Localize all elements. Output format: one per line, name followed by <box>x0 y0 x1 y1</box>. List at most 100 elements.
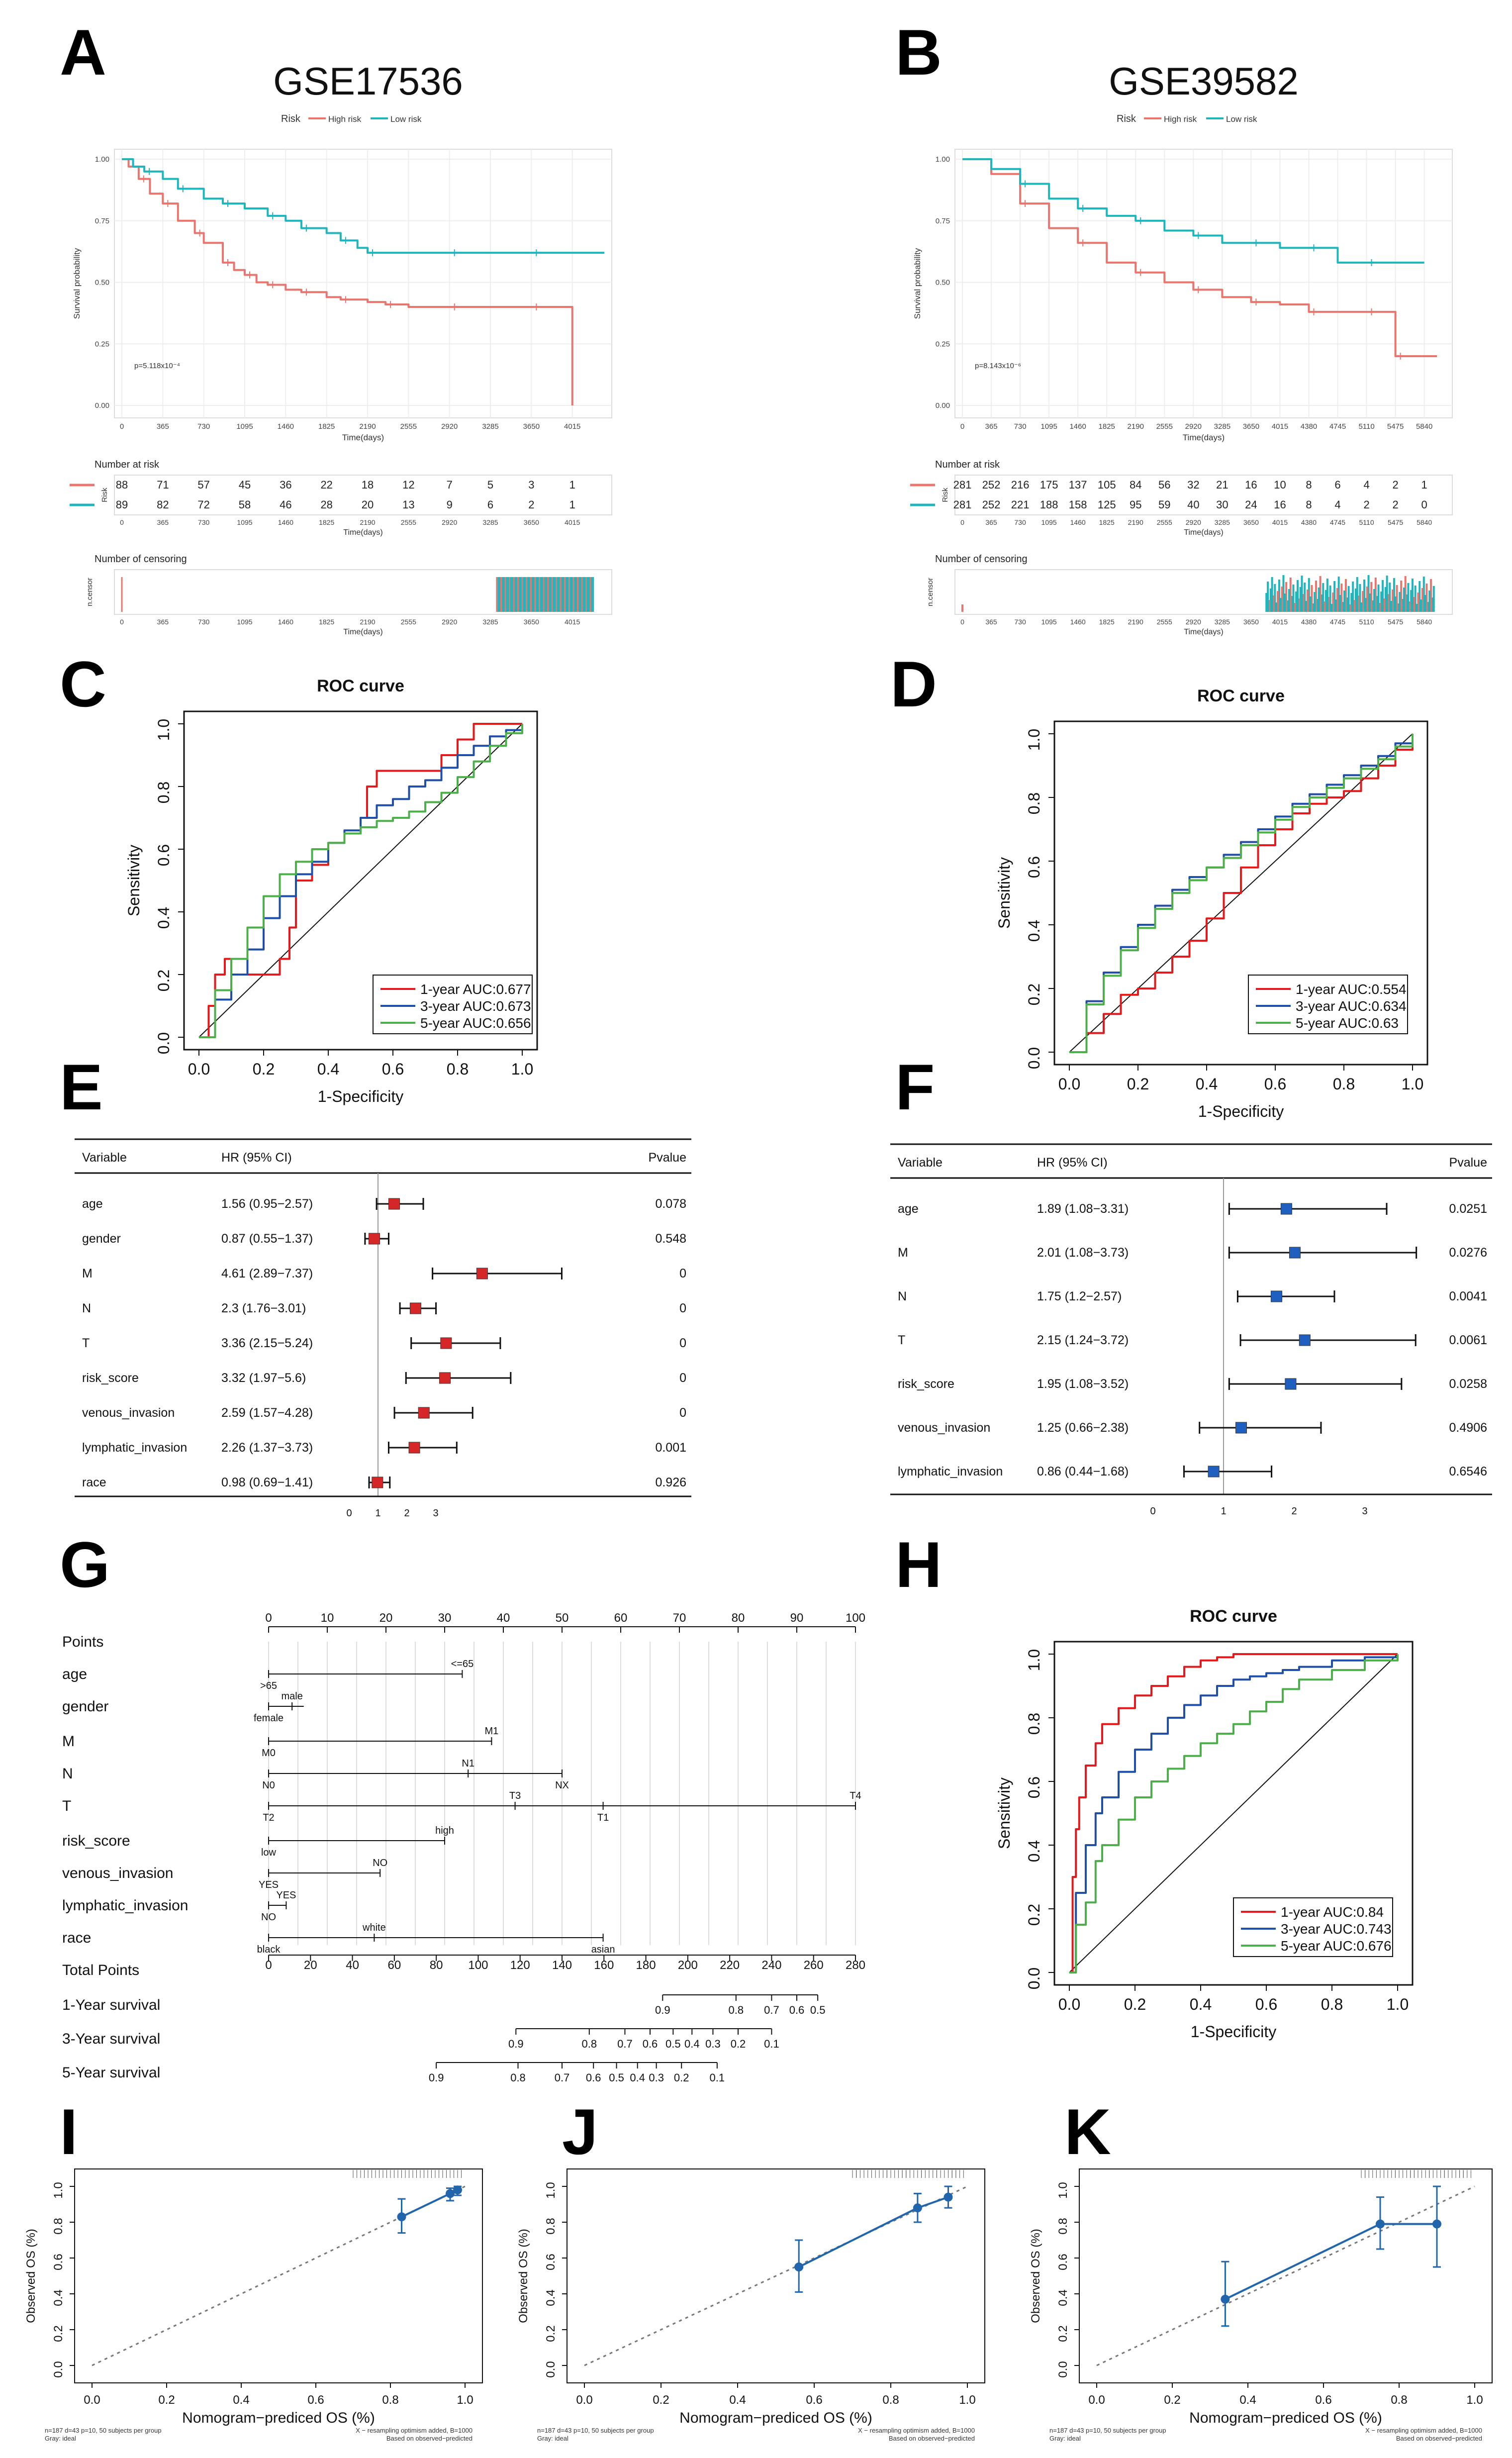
footnote-left: n=187 d=43 p=10, 50 subjects per group <box>45 2427 162 2434</box>
nomogram-row-label: N <box>62 1766 73 1782</box>
points-tick-label: 60 <box>614 1611 628 1625</box>
col-header-pvalue: Pvalue <box>649 1151 686 1165</box>
x-tick-label: 1460 <box>1069 422 1086 431</box>
x-tick-label: 0.4 <box>1196 1075 1218 1093</box>
y-tick-label: 0.6 <box>1025 1776 1043 1798</box>
censor-x-tick: 2920 <box>1186 618 1201 626</box>
calibration-point <box>397 2212 406 2222</box>
y-tick-label: 0.00 <box>95 401 109 410</box>
points-tick-label: 40 <box>497 1611 510 1625</box>
risk-count-low: 2 <box>528 498 534 511</box>
risk-x-tick: 2555 <box>1157 518 1172 526</box>
x-tick-label: 1 <box>1221 1506 1226 1517</box>
nomogram-level-label: <=65 <box>451 1659 474 1670</box>
x-tick-label: 0.2 <box>653 2393 669 2407</box>
risk-count-low: 58 <box>239 498 251 511</box>
risk-x-tick: 730 <box>1014 518 1026 526</box>
chart-title: GSE17536 <box>273 59 463 103</box>
risk-count-high: 3 <box>528 479 534 491</box>
total-tick-label: 140 <box>552 1959 572 1972</box>
risk-count-high: 10 <box>1274 479 1286 491</box>
censor-x-tick: 1095 <box>1041 618 1057 626</box>
y-tick-label: 0.8 <box>1025 792 1043 814</box>
y-tick-label: 0.4 <box>544 2289 558 2306</box>
total-tick-label: 20 <box>304 1959 317 1972</box>
footnote-right: X − resampling optimism added, B=1000 <box>858 2427 975 2434</box>
nomogram-level-label: low <box>261 1847 277 1858</box>
row-pvalue: 0 <box>679 1336 686 1350</box>
row-pvalue: 0.078 <box>655 1197 686 1211</box>
points-tick-label: 30 <box>438 1611 452 1625</box>
risk-x-tick: 3285 <box>1215 518 1230 526</box>
x-tick-label: 0.6 <box>1315 2393 1331 2407</box>
risk-count-high: 71 <box>157 479 169 491</box>
x-tick-label: 0 <box>120 422 124 431</box>
risk-table-area <box>114 475 612 515</box>
hr-point <box>1299 1334 1311 1346</box>
risk-count-high: 45 <box>239 479 251 491</box>
y-tick-label: 0.0 <box>1025 1967 1043 1989</box>
footnote-right: X − resampling optimism added, B=1000 <box>1365 2427 1482 2434</box>
x-tick-label: 0.0 <box>84 2393 100 2407</box>
row-pvalue: 0.001 <box>655 1441 686 1455</box>
x-tick-label: 0.4 <box>317 1060 339 1078</box>
censor-x-tick: 3285 <box>1215 618 1230 626</box>
row-variable: risk_score <box>898 1377 954 1391</box>
y-tick-label: 0.8 <box>1025 1713 1043 1735</box>
survival-tick-label: 0.6 <box>586 2071 601 2084</box>
footnote-left: n=187 d=43 p=10, 50 subjects per group <box>537 2427 654 2434</box>
risk-x-tick: 4015 <box>1272 518 1288 526</box>
row-hr-text: 2.01 (1.08−3.73) <box>1037 1246 1129 1260</box>
x-tick-label: 0.8 <box>882 2393 899 2407</box>
legend-title: Risk <box>281 113 301 124</box>
y-tick-label: 0.6 <box>52 2254 65 2270</box>
risk-count-low: 82 <box>157 498 169 511</box>
chart-title: GSE39582 <box>1109 59 1299 103</box>
risk-count-low: 95 <box>1130 498 1141 511</box>
y-tick-label: 1.0 <box>1025 1649 1043 1671</box>
risk-count-low: 2 <box>1363 498 1369 511</box>
row-pvalue: 0.4906 <box>1449 1421 1487 1435</box>
y-tick-label: 1.0 <box>544 2182 558 2198</box>
risk-count-low: 6 <box>487 498 493 511</box>
legend-item: 5-year AUC:0.656 <box>420 1015 531 1031</box>
nomogram-level-label: white <box>362 1922 386 1933</box>
risk-x-tick: 3285 <box>482 518 498 526</box>
x-axis-label: 1-Specificity <box>1198 1102 1284 1120</box>
censor-x-tick: 3285 <box>482 618 498 626</box>
x-axis-label: Nomogram−prediced OS (%) <box>182 2410 375 2426</box>
row-pvalue: 0.926 <box>655 1475 686 1489</box>
censor-x-tick: 5110 <box>1359 618 1374 626</box>
legend-item: High risk <box>328 114 362 124</box>
row-pvalue: 0 <box>679 1267 686 1280</box>
row-variable: N <box>898 1289 907 1303</box>
survival-tick-label: 0.4 <box>630 2071 645 2084</box>
row-variable: venous_invasion <box>82 1406 175 1420</box>
y-tick-label: 0.0 <box>1056 2361 1070 2377</box>
row-variable: lymphatic_invasion <box>82 1441 187 1455</box>
censor-x-tick: 2190 <box>360 618 375 626</box>
risk-count-high: 16 <box>1245 479 1257 491</box>
footnote-right: Based on observed−predicted <box>889 2435 975 2442</box>
points-tick-label: 20 <box>379 1611 393 1625</box>
legend-item: Low risk <box>390 114 422 124</box>
survival-tick-label: 0.5 <box>810 2004 826 2016</box>
total-tick-label: 280 <box>846 1959 865 1972</box>
row-hr-text: 1.25 (0.66−2.38) <box>1037 1421 1129 1435</box>
nomogram-level-label: YES <box>259 1879 279 1890</box>
y-tick-label: 0.75 <box>936 217 950 225</box>
x-tick-label: 0.0 <box>1058 1075 1080 1093</box>
roc-title: ROC curve <box>1190 1607 1277 1626</box>
risk-x-tick: 3650 <box>524 518 539 526</box>
survival-tick-label: 0.2 <box>731 2038 746 2050</box>
risk-x-tick: 5840 <box>1417 518 1432 526</box>
row-variable: N <box>82 1301 91 1315</box>
risk-x-tick: 1460 <box>278 518 293 526</box>
y-axis-label: Observed OS (%) <box>24 2229 38 2323</box>
censor-x-tick: 2190 <box>1128 618 1143 626</box>
survival-tick-label: 0.6 <box>789 2004 805 2016</box>
calibration-point <box>944 2192 953 2202</box>
censor-x-tick: 5840 <box>1417 618 1432 626</box>
x-tick-label: 0.4 <box>1239 2393 1256 2407</box>
col-header-hr: HR (95% CI) <box>1037 1156 1108 1170</box>
